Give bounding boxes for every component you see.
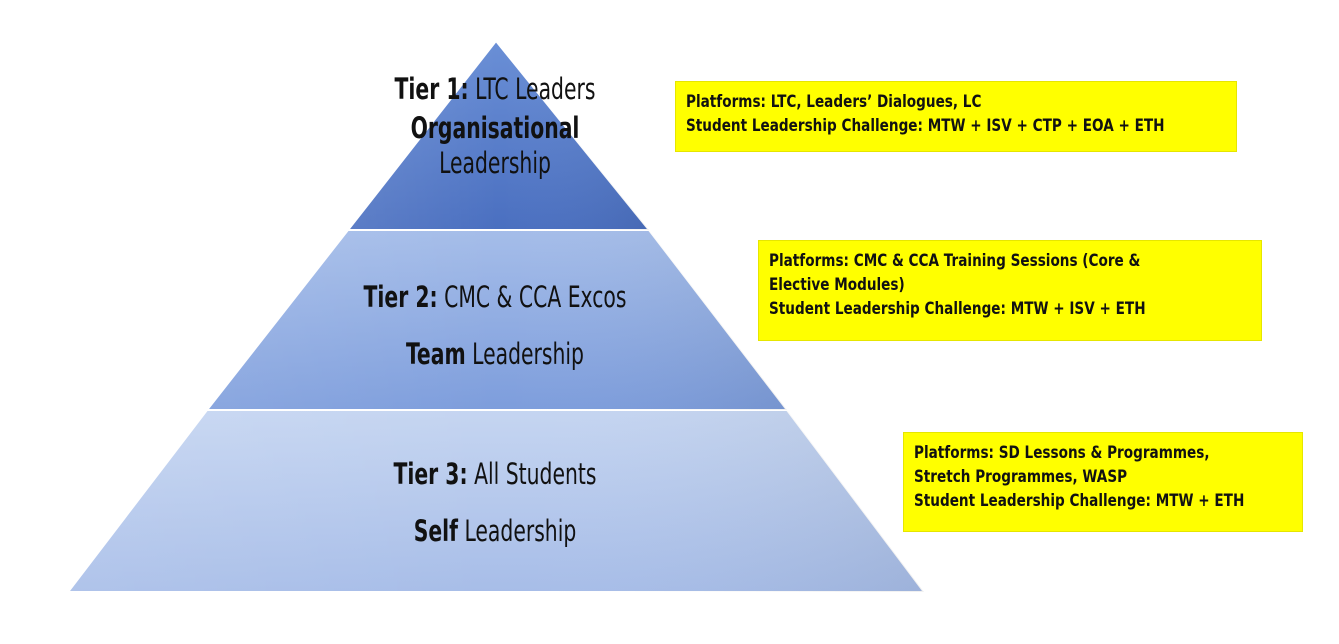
tier-2-title: Tier 2: CMC & CCA Excos	[343, 278, 647, 317]
tier-3-leadership-word: Leadership	[464, 514, 577, 549]
tier-2-group: CMC & CCA Excos	[444, 280, 627, 314]
callout-line: Platforms: CMC & CCA Training Sessions (…	[769, 251, 1141, 271]
tier-1-title: Tier 1: LTC Leaders	[366, 70, 623, 109]
tier-1-text: Tier 1: LTC Leaders Organisational Leade…	[366, 70, 623, 181]
tier-1-group: LTC Leaders	[475, 72, 596, 106]
callout-line: Elective Modules)	[769, 275, 905, 296]
tier-2-leadership-word: Leadership	[472, 337, 584, 372]
tier-1-label: Tier 1:	[394, 72, 469, 106]
tier-3-platforms-callout: Platforms: SD Lessons & Programmes, Stre…	[903, 432, 1303, 532]
tier-3-title: Tier 3: All Students	[335, 455, 655, 494]
tier-2-platforms-callout: Platforms: CMC & CCA Training Sessions (…	[758, 240, 1262, 341]
tier-1-leadership-type: Organisational	[410, 111, 580, 146]
callout-line: Student Leadership Challenge: MTW + ISV …	[686, 116, 1165, 137]
tier-2-label: Tier 2:	[363, 280, 438, 314]
callout-line: Stretch Programmes, WASP	[914, 467, 1128, 488]
tier-3-text: Tier 3: All Students Self Leadership	[335, 455, 655, 569]
callout-line: Student Leadership Challenge: MTW + ETH	[914, 491, 1245, 512]
tier-3-group: All Students	[474, 457, 597, 491]
tier-3-label: Tier 3:	[393, 457, 468, 491]
tier-2-leadership-type: Team	[406, 337, 466, 372]
tier-2-text: Tier 2: CMC & CCA Excos Team Leadership	[343, 278, 647, 392]
tier-1-platforms-callout: Platforms: LTC, Leaders’ Dialogues, LC S…	[675, 81, 1237, 152]
callout-line: Platforms: SD Lessons & Programmes,	[914, 443, 1210, 463]
callout-line: Student Leadership Challenge: MTW + ISV …	[769, 299, 1146, 320]
callout-line: Platforms: LTC, Leaders’ Dialogues, LC	[686, 92, 982, 112]
tier-1-leadership-word: Leadership	[439, 145, 551, 180]
tier-3-leadership-type: Self	[413, 514, 458, 549]
tier-2-leadership: Team Leadership	[343, 335, 647, 374]
tier-3-leadership: Self Leadership	[335, 512, 655, 551]
